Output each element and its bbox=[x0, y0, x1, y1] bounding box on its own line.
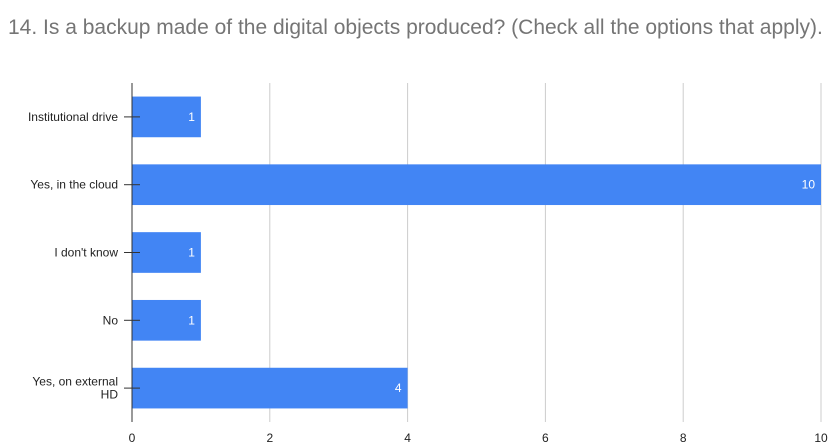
x-tick-label: 0 bbox=[129, 431, 136, 445]
category-label: I don't know bbox=[54, 246, 118, 260]
category-label: Yes, on external HD bbox=[32, 375, 118, 402]
category-label: Yes, in the cloud bbox=[30, 178, 118, 192]
data-label: 1 bbox=[188, 246, 195, 260]
bar bbox=[132, 299, 201, 341]
labels: 0 2 4 6 8 10 Institutional drive 1 Yes, in the c… bbox=[28, 110, 828, 445]
data-label: 10 bbox=[802, 178, 816, 192]
bar bbox=[132, 96, 201, 138]
bars bbox=[132, 96, 821, 409]
x-tick-label: 10 bbox=[814, 431, 828, 445]
data-label: 4 bbox=[395, 381, 402, 395]
data-label: 1 bbox=[188, 313, 195, 327]
x-tick-label: 4 bbox=[404, 431, 411, 445]
x-tick-label: 6 bbox=[542, 431, 549, 445]
x-tick-label: 2 bbox=[266, 431, 273, 445]
bar bbox=[132, 164, 821, 206]
bar bbox=[132, 367, 408, 409]
category-label: Institutional drive bbox=[28, 110, 118, 124]
chart-title: 14. Is a backup made of the digital obje… bbox=[8, 16, 823, 39]
data-label: 1 bbox=[188, 110, 195, 124]
category-label: No bbox=[103, 313, 119, 327]
axes bbox=[124, 83, 140, 422]
gridlines bbox=[269, 83, 822, 422]
x-tick-label: 8 bbox=[680, 431, 687, 445]
bar bbox=[132, 232, 201, 273]
